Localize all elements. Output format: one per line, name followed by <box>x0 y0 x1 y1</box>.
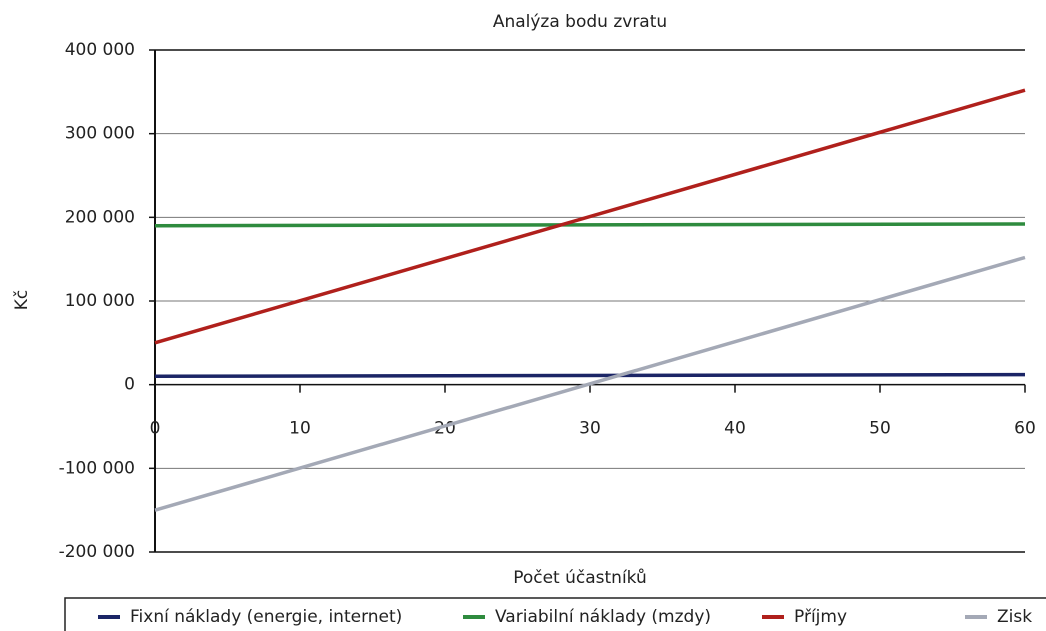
series-line <box>154 88 1026 345</box>
x-tick-label: 60 <box>1014 419 1036 439</box>
y-tick-label: 300 000 <box>65 124 135 144</box>
legend-label: Příjmy <box>794 607 847 627</box>
x-tick-label: 50 <box>869 419 891 439</box>
legend-box <box>64 597 1046 631</box>
y-tick-label: -200 000 <box>59 542 135 562</box>
x-tick-label: 40 <box>724 419 746 439</box>
x-axis-label: Počet účastníků <box>513 568 647 588</box>
y-tick-label: -100 000 <box>59 458 135 478</box>
y-tick-label: 200 000 <box>65 207 135 227</box>
x-tick-label: 30 <box>579 419 601 439</box>
x-tick-label: 0 <box>150 419 161 439</box>
y-tick-label: 400 000 <box>65 40 135 60</box>
y-tick-label: 100 000 <box>65 291 135 311</box>
legend-label: Zisk <box>997 607 1032 627</box>
legend-label: Fixní náklady (energie, internet) <box>130 607 402 627</box>
chart-title: Analýza bodu zvratu <box>493 12 667 32</box>
y-tick-label: 0 <box>124 375 135 395</box>
series-line <box>154 372 1026 379</box>
series-line <box>154 255 1026 512</box>
x-tick-label: 10 <box>289 419 311 439</box>
series-line <box>154 222 1026 228</box>
legend-label: Variabilní náklady (mzdy) <box>495 607 711 627</box>
y-axis-label: Kč <box>12 290 32 311</box>
